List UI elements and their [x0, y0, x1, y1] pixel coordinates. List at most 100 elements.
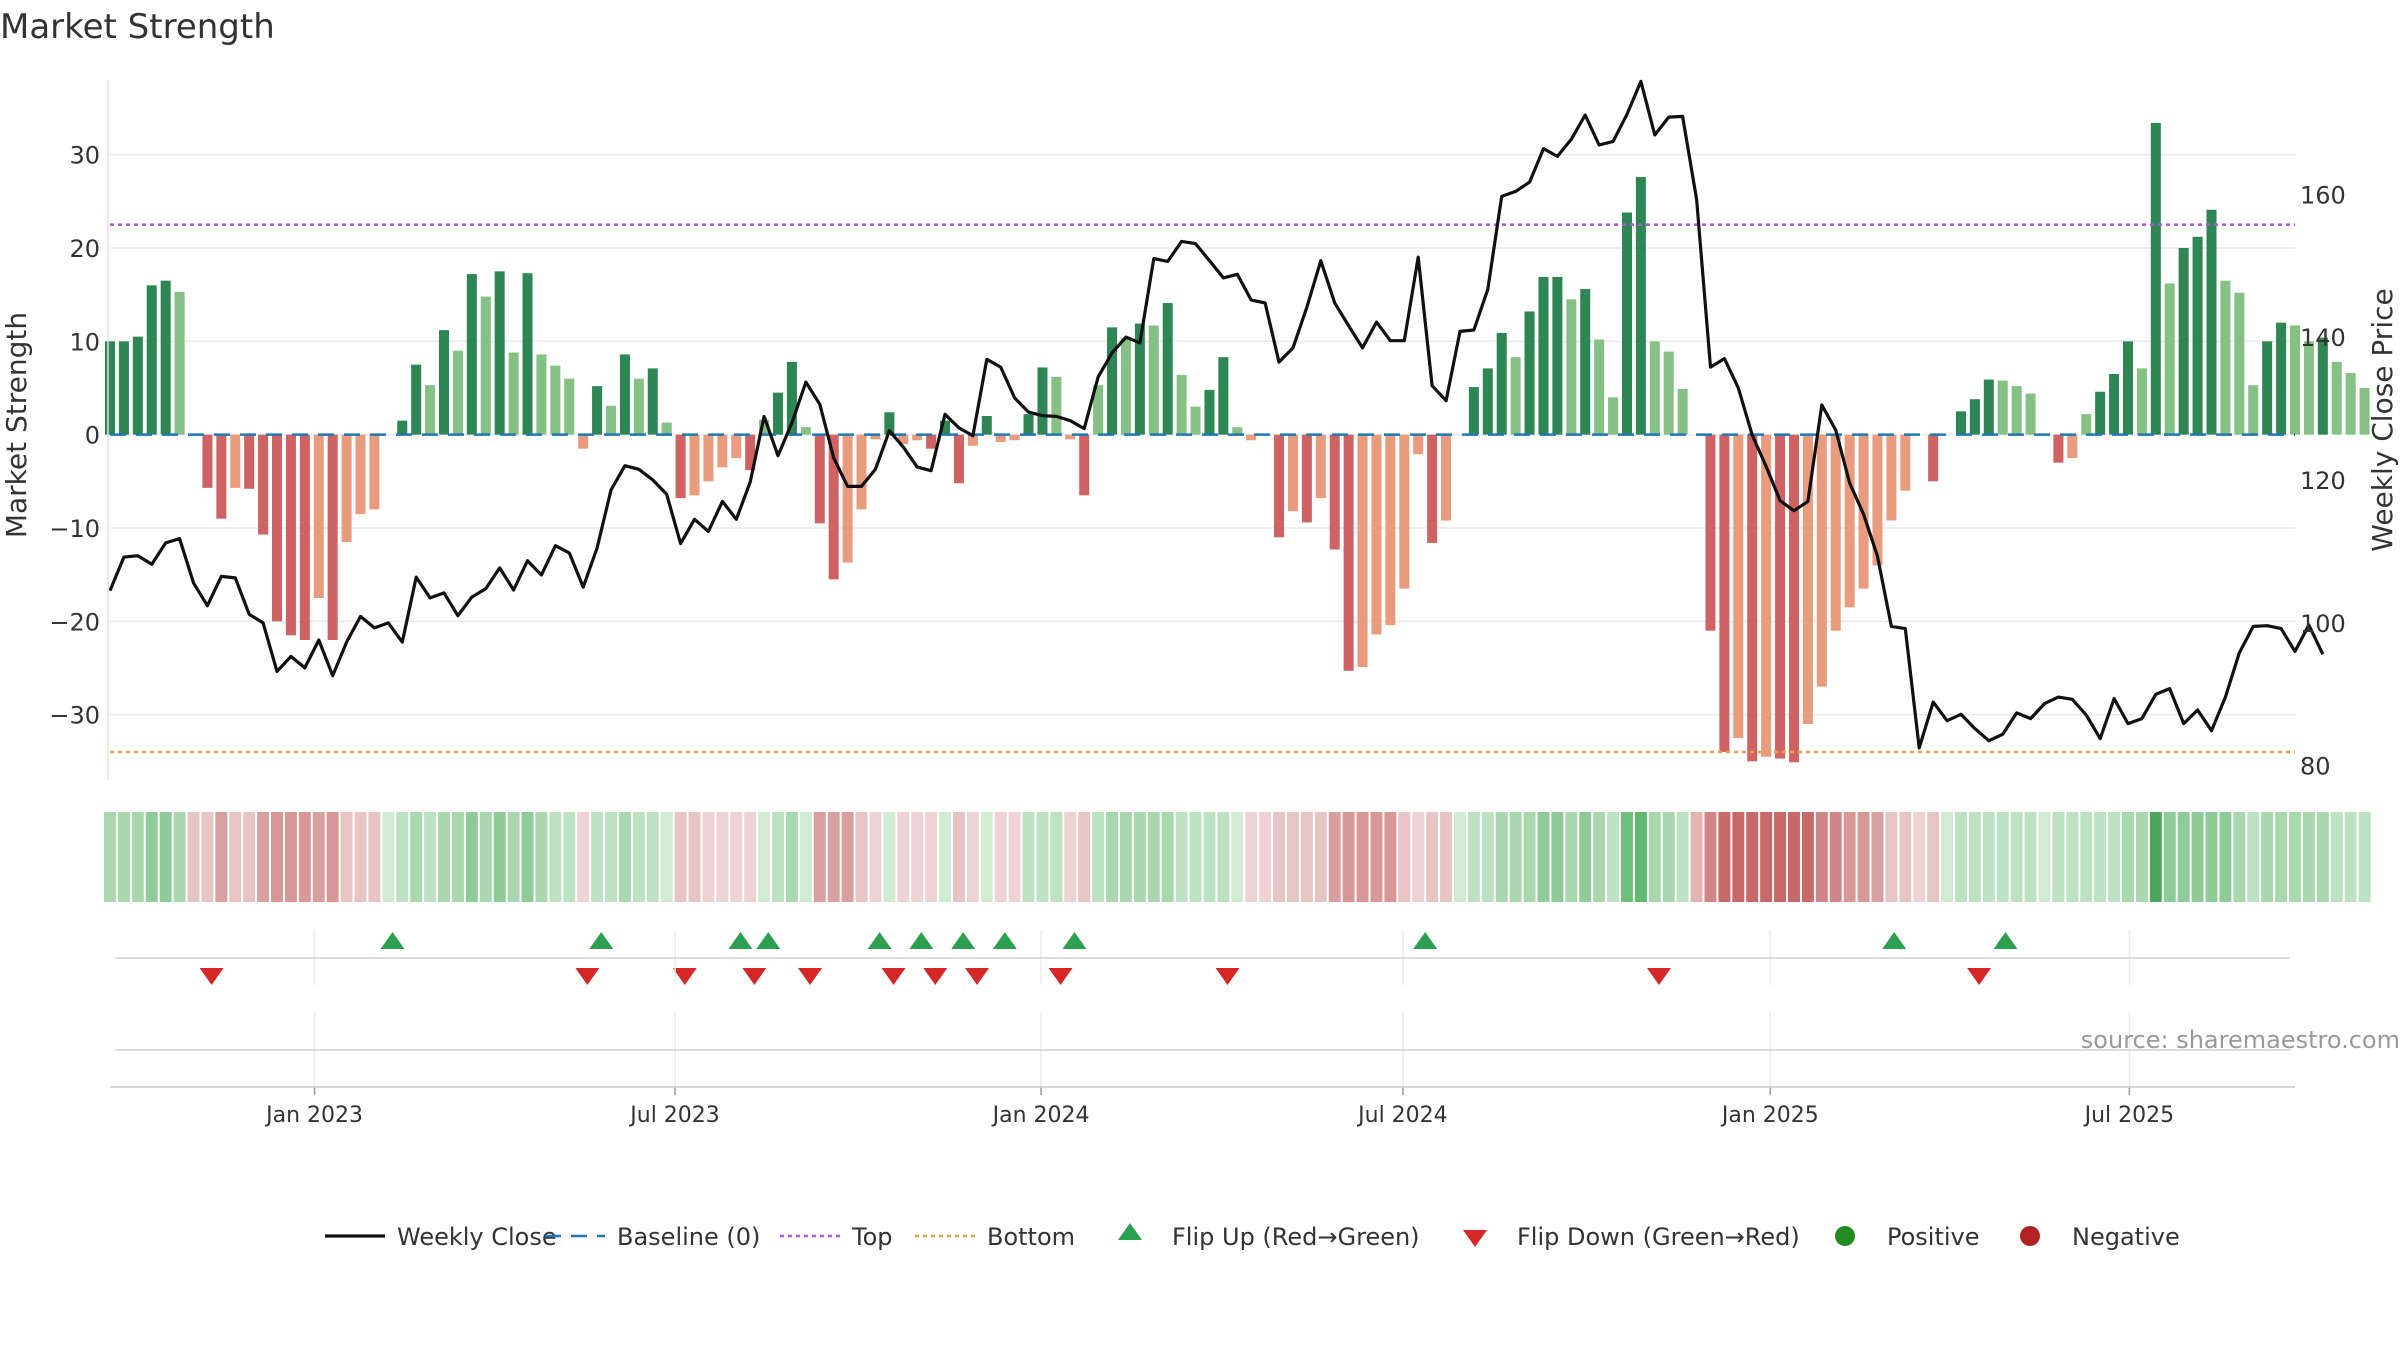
weekly-close-polyline	[108, 79, 2325, 750]
strength-bar	[550, 365, 561, 435]
x-tick-label: Jan 2023	[264, 1103, 363, 1128]
strength-bar	[2303, 341, 2314, 435]
strength-bar	[1023, 414, 1034, 435]
strength-bar	[1093, 385, 1104, 435]
strength-bar	[1677, 388, 1688, 435]
heat-band-cell	[1885, 812, 1898, 902]
strength-bar	[1107, 327, 1118, 435]
flip-up-marker	[909, 932, 934, 949]
strength-bar	[2359, 388, 2370, 435]
heat-band-cell	[883, 812, 896, 902]
heat-band-cell	[1955, 812, 1967, 902]
strength-bar	[466, 274, 477, 435]
strength-bar	[1886, 434, 1897, 521]
strength-bar	[369, 434, 380, 510]
heat-band-cell	[312, 812, 325, 902]
heat-band-cell	[1690, 812, 1703, 902]
heat-band-cell	[702, 812, 715, 902]
heat-band-cell	[229, 812, 242, 902]
strength-bar	[1301, 434, 1312, 523]
weekly-close-line	[108, 79, 2325, 750]
heat-band-cell	[2024, 812, 2037, 902]
strength-bar	[508, 352, 519, 435]
strength-bar	[2192, 236, 2203, 435]
strength-bar	[1844, 434, 1855, 608]
heat-band-cell	[479, 812, 492, 902]
strength-bar	[1079, 434, 1090, 496]
strength-bar	[1287, 434, 1298, 512]
heat-band-cell	[410, 812, 423, 902]
heat-band-cell	[1607, 812, 1620, 902]
heat-band-cell	[2135, 812, 2148, 902]
heat-band-cell	[382, 812, 395, 902]
heat-band-cell	[1426, 812, 1439, 902]
legend-label: Bottom	[987, 1223, 1075, 1251]
heat-band-cell	[2205, 812, 2218, 902]
heat-band-cell	[215, 812, 228, 902]
heat-band-cell	[994, 812, 1007, 902]
heat-band-cell	[2316, 812, 2329, 902]
strength-bar	[1065, 434, 1076, 440]
legend-swatch-flip-up	[1118, 1223, 1142, 1240]
heat-band-cell	[1760, 812, 1773, 902]
heat-band-cell	[1634, 812, 1647, 902]
legend: Weekly Close Baseline (0) Top Bottom Flip Up…	[325, 1223, 2180, 1251]
heat-band-cell	[2358, 812, 2371, 902]
heat-band-cell	[2275, 812, 2288, 902]
strength-bar	[800, 427, 811, 435]
heat-band-cell	[1551, 812, 1564, 902]
x-tick-label: Jul 2023	[628, 1103, 720, 1128]
strength-bar	[2081, 414, 2092, 435]
legend-label: Negative	[2072, 1223, 2180, 1251]
legend-label: Top	[851, 1223, 893, 1251]
strength-bar	[1329, 434, 1340, 550]
strength-heat-band	[104, 812, 2371, 902]
strength-bar	[689, 434, 700, 496]
strength-bar	[1900, 434, 1911, 491]
heat-band-cell	[1565, 812, 1578, 902]
strength-bar	[884, 412, 895, 435]
y-right-tick-label: 80	[2300, 753, 2331, 781]
legend-item: Top	[780, 1223, 893, 1251]
strength-bar	[1441, 434, 1452, 521]
heat-band-cell	[2122, 812, 2134, 902]
strength-bar	[2122, 341, 2134, 435]
strength-bar	[953, 434, 964, 484]
heat-band-cell	[939, 812, 952, 902]
strength-bar	[592, 386, 603, 435]
heat-band-cell	[1648, 812, 1661, 902]
flip-up-marker	[1062, 932, 1087, 949]
strength-bar	[1190, 406, 1201, 435]
heat-band-cell	[758, 812, 771, 902]
strength-bar	[522, 273, 533, 435]
strength-bar	[1134, 323, 1145, 435]
heat-band-cell	[1370, 812, 1383, 902]
legend-item: Flip Down (Green→Red)	[1463, 1223, 1800, 1251]
heat-band-cell	[1300, 812, 1313, 902]
heat-band-cell	[1328, 812, 1341, 902]
y-left-tick-label: 30	[69, 142, 100, 170]
heat-band-cell	[632, 812, 645, 902]
strength-bar	[1482, 368, 1493, 435]
heat-band-cell	[1022, 812, 1035, 902]
strength-bar	[912, 434, 923, 441]
heat-band-cell	[1412, 812, 1425, 902]
strength-bar	[244, 434, 255, 489]
strength-bar	[494, 271, 505, 435]
heat-band-cell	[1133, 812, 1146, 902]
heat-band-cell	[117, 812, 130, 902]
strength-bar	[327, 434, 338, 640]
flip-down-marker	[672, 968, 697, 985]
strength-bar	[258, 434, 269, 535]
heat-band-cell	[284, 812, 297, 902]
heat-band-cell	[618, 812, 631, 902]
heat-band-cell	[1342, 812, 1355, 902]
x-tick-label: Jan 2025	[1720, 1103, 1819, 1128]
heat-band-cell	[1537, 812, 1550, 902]
strength-bar	[355, 434, 366, 514]
heat-band-cell	[897, 812, 910, 902]
heat-band-cell	[772, 812, 785, 902]
strength-bar	[1051, 376, 1062, 435]
heat-band-cell	[1106, 812, 1119, 902]
legend-label: Flip Down (Green→Red)	[1517, 1223, 1800, 1251]
